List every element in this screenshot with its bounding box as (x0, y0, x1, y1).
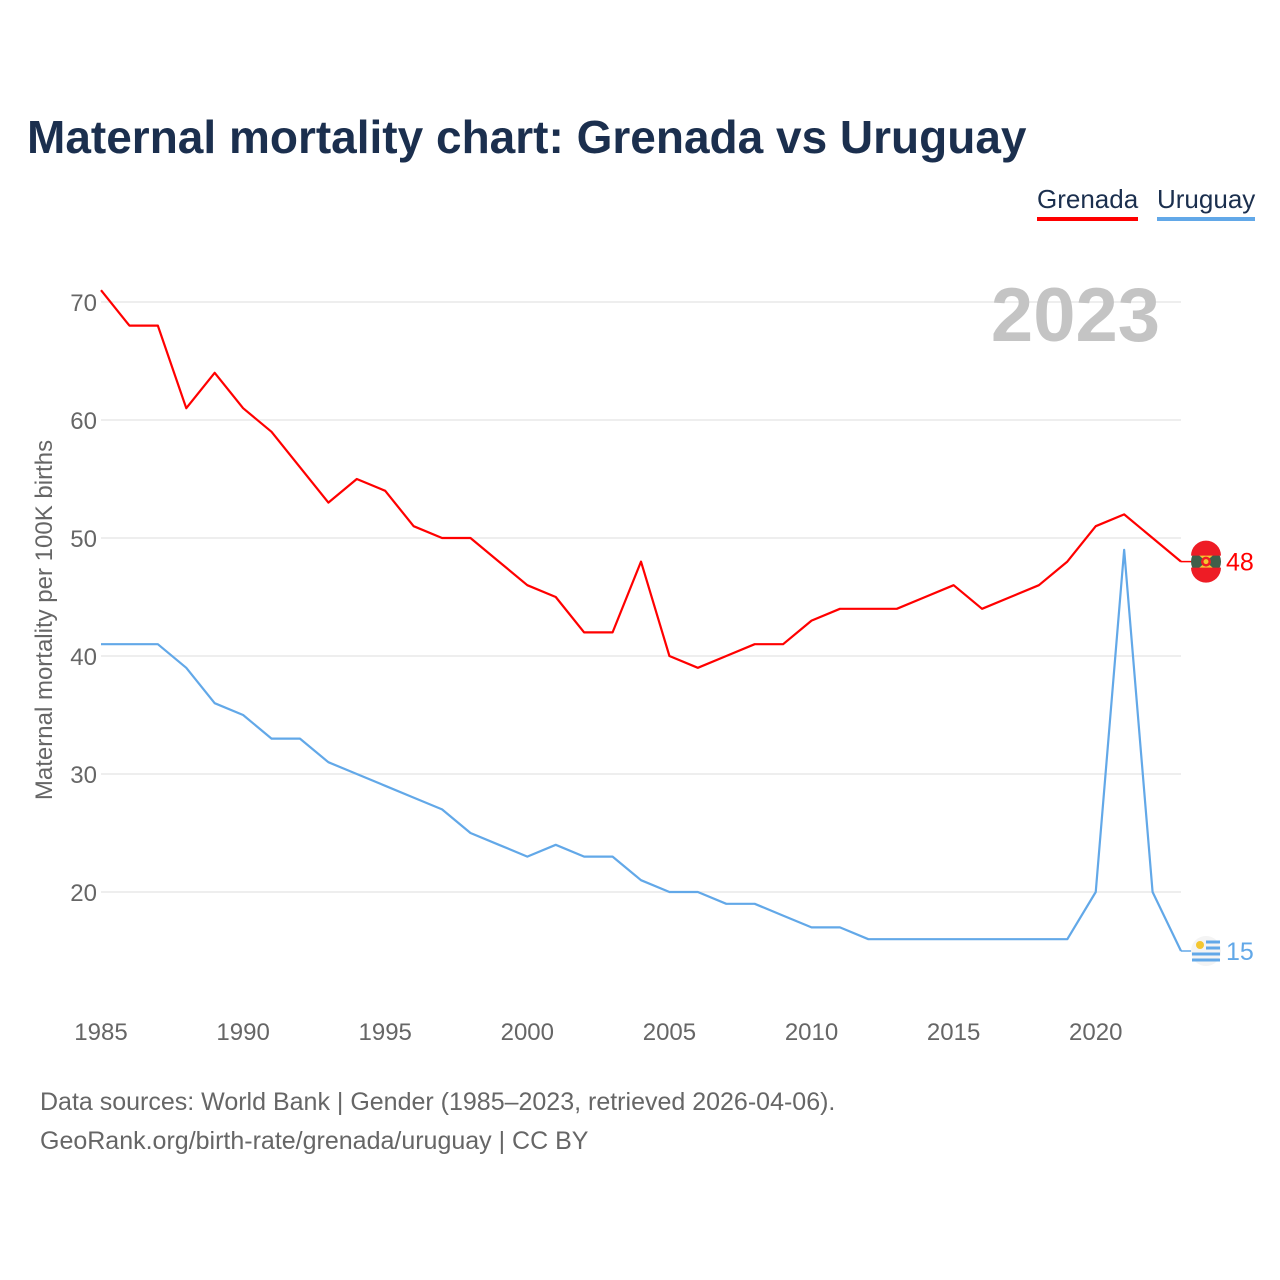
x-tick-label: 2010 (785, 1019, 838, 1046)
x-tick-label: 2015 (927, 1019, 980, 1046)
flag-part (1203, 559, 1209, 565)
year-watermark: 2023 (991, 273, 1160, 358)
source-text: Data sources: World Bank | Gender (1985–… (40, 1088, 836, 1116)
legend-uruguay[interactable]: Uruguay (1157, 184, 1256, 221)
y-tick-label: 30 (70, 762, 97, 789)
flag-part (1192, 952, 1220, 956)
x-tick-label: 2020 (1069, 1019, 1122, 1046)
y-tick-label: 20 (70, 880, 97, 907)
y-tick-label: 70 (70, 290, 97, 317)
flag-part (1206, 946, 1220, 950)
series-line-uruguay (101, 548, 1182, 952)
y-tick-label: 60 (70, 408, 97, 435)
flag-part (1196, 941, 1204, 949)
y-tick-label: 40 (70, 644, 97, 671)
x-tick-label: 2000 (501, 1019, 554, 1046)
chart-title: Maternal mortality chart: Grenada vs Uru… (27, 111, 1027, 163)
end-value-label: 48 (1226, 549, 1254, 577)
flag-part (1192, 958, 1220, 962)
flag-part (1191, 567, 1221, 583)
legend-grenada[interactable]: Grenada (1037, 184, 1139, 221)
license-text: GeoRank.org/birth-rate/grenada/uruguay |… (40, 1127, 589, 1155)
series-line-grenada (100, 289, 1182, 669)
flag-part (1191, 540, 1221, 556)
x-tick-label: 2005 (643, 1019, 696, 1046)
y-tick-label: 50 (70, 526, 97, 553)
flag-part (1206, 940, 1220, 944)
x-tick-label: 1995 (359, 1019, 412, 1046)
x-tick-label: 1985 (74, 1019, 127, 1046)
y-axis-label: Maternal mortality per 100K births (31, 440, 58, 800)
end-value-label: 15 (1226, 938, 1254, 966)
x-tick-label: 1990 (216, 1019, 269, 1046)
